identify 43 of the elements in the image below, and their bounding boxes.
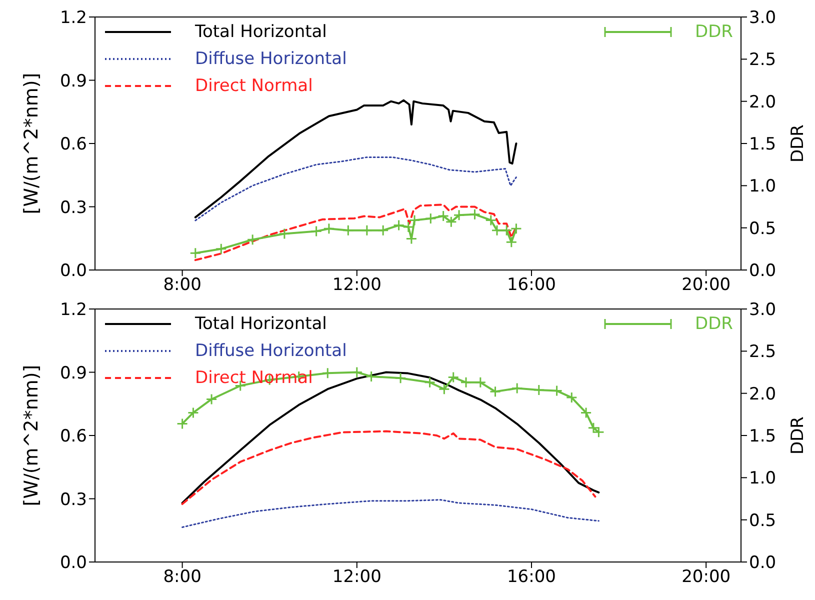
y2-axis-title: DDR — [788, 124, 808, 162]
x-tick-label: 8:00 — [163, 567, 202, 588]
x-tick-label: 12:00 — [332, 567, 382, 588]
legend-label: Diffuse Horizontal — [195, 48, 347, 68]
y-tick-label: 0.9 — [60, 71, 87, 92]
y2-tick-label: 0.5 — [749, 510, 776, 531]
y-tick-label: 0.0 — [60, 553, 87, 574]
y2-axis-title: DDR — [788, 416, 808, 454]
y2-tick-label: 2.0 — [749, 92, 776, 112]
y-axis-title: [W/(m^2*nm)] — [20, 72, 43, 214]
legend-label: Total Horizontal — [195, 314, 327, 334]
x-tick-label: 16:00 — [506, 567, 556, 588]
legend-label: DDR — [695, 22, 733, 42]
y2-tick-label: 3.0 — [749, 8, 776, 28]
x-tick-label: 20:00 — [682, 567, 731, 588]
y-tick-label: 0.3 — [60, 490, 87, 510]
x-tick-label: 8:00 — [163, 275, 202, 296]
y-tick-label: 0.0 — [60, 261, 87, 282]
y-tick-label: 0.9 — [60, 363, 87, 384]
legend-label: Diffuse Horizontal — [195, 340, 347, 360]
y2-tick-label: 0.5 — [749, 218, 776, 239]
y2-tick-label: 0.0 — [749, 261, 776, 282]
x-tick-label: 20:00 — [682, 275, 731, 296]
y2-tick-label: 2.5 — [749, 342, 776, 362]
y2-tick-label: 0.0 — [749, 553, 776, 574]
legend-label: Total Horizontal — [195, 22, 327, 42]
y-tick-label: 0.3 — [60, 198, 87, 218]
legend-label: DDR — [695, 314, 733, 334]
y-axis-title: [W/(m^2*nm)] — [20, 364, 43, 506]
y-tick-label: 0.6 — [60, 134, 87, 155]
x-tick-label: 16:00 — [506, 275, 556, 296]
y-tick-label: 1.2 — [60, 8, 87, 28]
y2-tick-label: 1.5 — [749, 134, 776, 155]
y2-tick-label: 1.0 — [749, 468, 776, 489]
y2-tick-label: 2.5 — [749, 50, 776, 70]
y-tick-label: 1.2 — [60, 300, 87, 320]
x-tick-label: 12:00 — [332, 275, 382, 296]
y-tick-label: 0.6 — [60, 426, 87, 447]
y2-tick-label: 1.5 — [749, 426, 776, 447]
legend-label: Direct Normal — [195, 76, 313, 96]
y2-tick-label: 1.0 — [749, 176, 776, 197]
y2-tick-label: 3.0 — [749, 300, 776, 320]
y2-tick-label: 2.0 — [749, 384, 776, 404]
